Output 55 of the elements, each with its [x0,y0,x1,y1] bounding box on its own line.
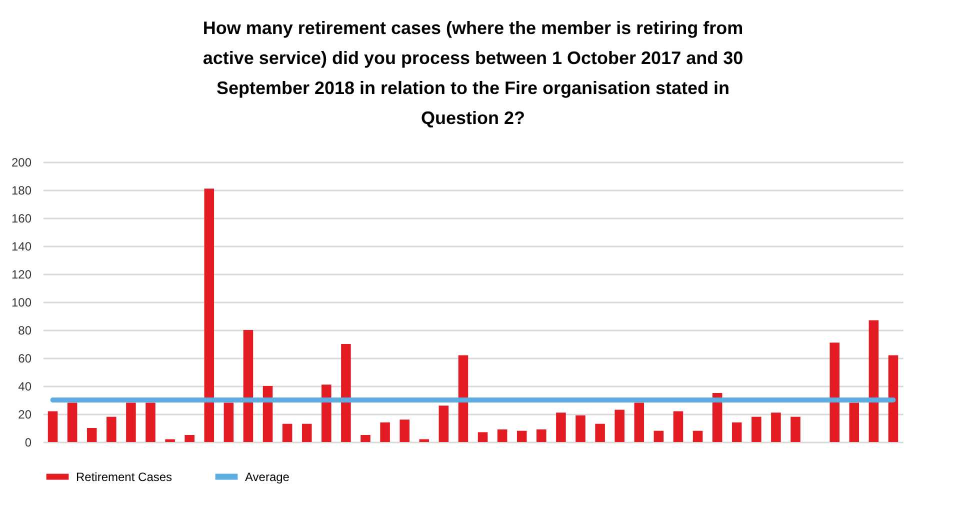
legend-label: Average [245,470,290,484]
y-tick-label: 80 [18,324,32,338]
bar [654,430,664,442]
y-tick-label: 20 [18,408,32,422]
y-tick-label: 100 [11,296,32,310]
bar [830,342,840,442]
bar [556,412,566,442]
bar [48,411,58,442]
bar [360,435,370,442]
bar [614,410,624,442]
bar [165,439,175,442]
bar [576,415,586,442]
bar [673,411,684,442]
y-tick-label: 200 [11,156,32,170]
y-tick-label: 180 [11,184,32,198]
bar [341,344,351,442]
bar [419,439,430,442]
bar [224,402,234,442]
bar [752,416,762,442]
bar [849,402,860,442]
bar [400,420,410,442]
legend-label: Retirement Cases [76,470,172,484]
bar [868,320,879,442]
y-tick-label: 120 [11,268,32,282]
bar [322,384,332,442]
bar [67,402,78,442]
bar [204,188,214,442]
y-tick-label: 40 [18,380,32,394]
bar [692,430,703,442]
bar [380,422,390,442]
y-tick-label: 0 [24,436,32,450]
bar [282,424,292,442]
bar [302,424,312,442]
bar [458,355,468,442]
bar [536,429,546,442]
y-tick-label: 60 [18,352,32,366]
chart-title: How many retirement cases (where the member is retiring from active service) did you process between 1 October 2017 and 30 September 2018 in relation to the Fire organisation stated in Question 2? [202,18,744,128]
bar [497,429,508,442]
bar [106,416,116,442]
bar [516,430,527,442]
bar [478,432,488,442]
bar [732,422,742,442]
bar [634,402,644,442]
bar [888,355,898,442]
bar [790,416,800,442]
bar [126,402,136,442]
bar [595,424,605,442]
bar [184,435,194,442]
bar [243,330,254,442]
bar [146,402,156,442]
y-tick-label: 160 [11,212,32,226]
bar [86,428,97,442]
bar [438,406,449,442]
bar [771,412,781,442]
y-tick-label: 140 [11,240,32,254]
